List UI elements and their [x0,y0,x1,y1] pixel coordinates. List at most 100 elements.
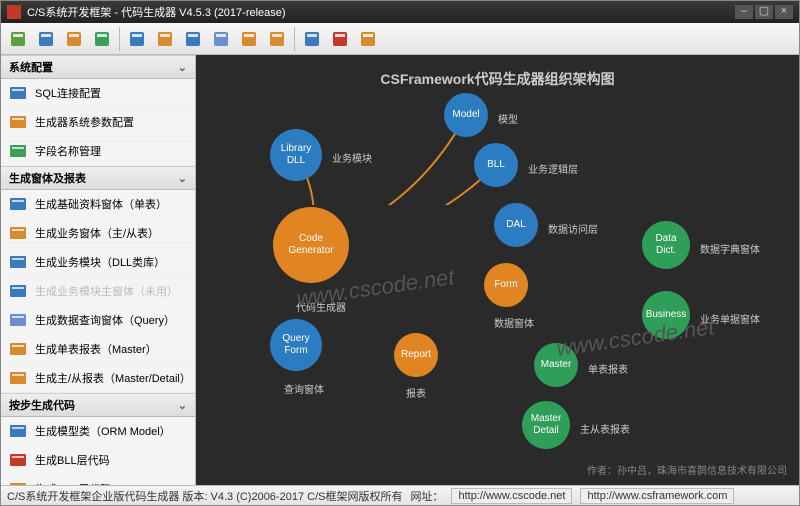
section-title: 按步生成代码 [9,397,75,413]
sidebar-item[interactable]: 生成BLL层代码 [1,446,195,475]
item-label: 生成器系统参数配置 [35,114,134,130]
node-datadict[interactable]: DataDict. [642,221,690,269]
item-icon [9,422,27,440]
node-masterd[interactable]: MasterDetail [522,401,570,449]
item-label: 字段名称管理 [35,143,101,159]
node-bll[interactable]: BLL [474,143,518,187]
item-icon [9,369,27,387]
item-icon [9,311,27,329]
config-icon[interactable] [33,26,59,52]
sidebar: 系统配置 ⌄ SQL连接配置生成器系统参数配置字段名称管理生成窗体及报表 ⌄ 生成基础资… [1,55,196,485]
item-icon [9,282,27,300]
sidebar-item: 生成业务模块主窗体（未用） [1,277,195,306]
sidebar-item[interactable]: 生成单表报表（Master） [1,335,195,364]
node-label-master: 单表报表 [588,361,628,376]
home-icon[interactable] [5,26,31,52]
node-label-model: 模型 [498,111,518,126]
section-title: 系统配置 [9,59,53,75]
node-label-library: 业务模块 [332,150,372,165]
node-label-report: 报表 [406,385,426,400]
item-label: 生成业务模块（DLL类库） [35,254,165,270]
node-form[interactable]: Form [484,263,528,307]
item-icon [9,142,27,160]
section-header[interactable]: 按步生成代码 ⌄ [1,393,195,417]
sidebar-item[interactable]: 生成业务窗体（主/从表） [1,219,195,248]
item-label: 生成单表报表（Master） [35,341,157,357]
item-icon [9,253,27,271]
url-cscode-button[interactable]: http://www.cscode.net [451,488,572,504]
section-header[interactable]: 生成窗体及报表 ⌄ [1,166,195,190]
section-title: 生成窗体及报表 [9,170,86,186]
form-basic-icon[interactable] [124,26,150,52]
close-button[interactable]: × [775,5,793,19]
item-icon [9,340,27,358]
node-label-form: 数据窗体 [494,315,534,330]
node-label-query: 查询窗体 [284,381,324,396]
node-library[interactable]: LibraryDLL [270,129,322,181]
params-icon[interactable] [61,26,87,52]
item-icon [9,224,27,242]
chevron-icon: ⌄ [178,61,187,74]
bll-icon[interactable] [327,26,353,52]
chevron-icon: ⌄ [178,172,187,185]
minimize-button[interactable]: – [735,5,753,19]
node-query[interactable]: QueryForm [270,319,322,371]
report-md-icon[interactable] [264,26,290,52]
diagram-canvas: CSFramework代码生成器组织架构图 CodeGenerator代码生成器… [196,55,799,485]
watermark: www.cscode.net [555,314,716,362]
dal-icon[interactable] [355,26,381,52]
item-label: 生成BLL层代码 [35,452,110,468]
node-label-masterd: 主从表报表 [580,421,630,436]
sidebar-item[interactable]: 生成基础资料窗体（单表） [1,190,195,219]
item-label: 生成数据查询窗体（Query） [35,312,175,328]
item-label: 生成基础资料窗体（单表） [35,196,167,212]
node-label-dal: 数据访问层 [548,221,598,236]
statusbar: C/S系统开发框架企业版代码生成器 版本: V4.3 (C)2006-2017 … [1,485,799,505]
node-report[interactable]: Report [394,333,438,377]
app-logo-icon [7,5,21,19]
url-csframework-button[interactable]: http://www.csframework.com [580,488,734,504]
sidebar-item[interactable]: 生成主/从报表（Master/Detail） [1,364,195,393]
sidebar-item[interactable]: SQL连接配置 [1,79,195,108]
fields-icon[interactable] [89,26,115,52]
item-label: 生成DAL层代码 [35,481,111,485]
node-dal[interactable]: DAL [494,203,538,247]
node-business[interactable]: Business [642,291,690,339]
url-label: 网址： [410,488,443,504]
item-icon [9,451,27,469]
node-model[interactable]: Model [444,93,488,137]
titlebar: C/S系统开发框架 - 代码生成器 V4.5.3 (2017-release) … [1,1,799,23]
sidebar-item[interactable]: 生成业务模块（DLL类库） [1,248,195,277]
sidebar-item[interactable]: 生成数据查询窗体（Query） [1,306,195,335]
version-text: C/S系统开发框架企业版代码生成器 版本: V4.3 (C)2006-2017 … [7,488,402,504]
node-master[interactable]: Master [534,343,578,387]
report-m-icon[interactable] [236,26,262,52]
orm-icon[interactable] [299,26,325,52]
item-icon [9,113,27,131]
item-label: 生成模型类（ORM Model） [35,423,171,439]
node-label-business: 业务单据窗体 [700,311,760,326]
form-biz-icon[interactable] [152,26,178,52]
item-icon [9,195,27,213]
item-icon [9,480,27,485]
item-label: 生成主/从报表（Master/Detail） [35,370,187,386]
diagram-author: 作者：孙中吕，珠海市喜鹊信息技术有限公司 [587,462,787,477]
sidebar-item[interactable]: 字段名称管理 [1,137,195,166]
node-label-datadict: 数据字典窗体 [700,241,760,256]
item-label: 生成业务模块主窗体（未用） [35,283,178,299]
module-icon[interactable] [180,26,206,52]
item-icon [9,84,27,102]
window-title: C/S系统开发框架 - 代码生成器 V4.5.3 (2017-release) [27,4,286,20]
node-label-code: 代码生成器 [296,299,346,314]
sidebar-item[interactable]: 生成器系统参数配置 [1,108,195,137]
toolbar [1,23,799,55]
query-icon[interactable] [208,26,234,52]
node-code[interactable]: CodeGenerator [273,207,349,283]
section-header[interactable]: 系统配置 ⌄ [1,55,195,79]
sidebar-item[interactable]: 生成模型类（ORM Model） [1,417,195,446]
chevron-icon: ⌄ [178,399,187,412]
item-label: 生成业务窗体（主/从表） [35,225,159,241]
node-label-bll: 业务逻辑层 [528,161,578,176]
sidebar-item[interactable]: 生成DAL层代码 [1,475,195,485]
maximize-button[interactable]: ▢ [755,5,773,19]
